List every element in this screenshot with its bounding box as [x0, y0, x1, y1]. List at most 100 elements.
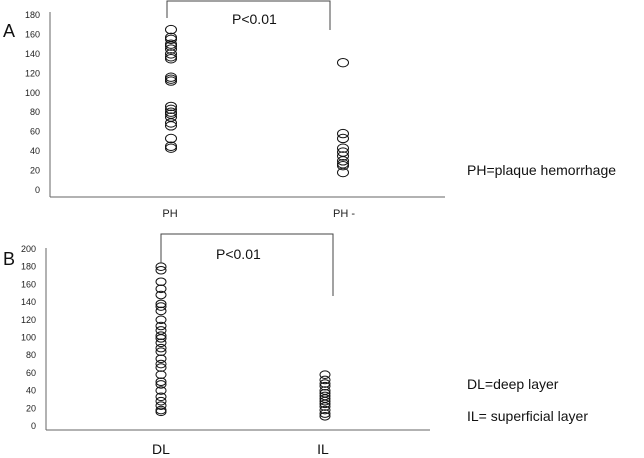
panel-b-data-point	[319, 399, 331, 409]
panel-a-significance-bracket	[166, 0, 331, 30]
panel-a-y-tick-label: 0	[35, 185, 40, 195]
panel-a-data-point	[337, 143, 349, 153]
panel-a-category-label: PH -	[333, 208, 355, 220]
panel-a-data-point	[337, 133, 349, 144]
panel-b-data-point	[319, 370, 331, 379]
panel-b-y-tick-label: 80	[26, 350, 36, 360]
panel-b-y-tick-label: 0	[31, 421, 36, 431]
panel-b-y-tick-label: 20	[26, 403, 36, 413]
panel-b-data-point	[155, 321, 167, 331]
panel-b-y-tick-label: 200	[21, 244, 36, 254]
panel-a-data-point	[165, 34, 177, 45]
panel-b-y-tick-label: 160	[21, 279, 36, 289]
panel-b-data-point	[155, 331, 167, 341]
panel-a-y-tick-label: 80	[30, 107, 40, 117]
panel-b-data-point	[155, 370, 167, 379]
panel-a-data-point	[165, 54, 177, 64]
panel-a-data-point	[337, 167, 349, 178]
panel-a-y-tick-label: 20	[30, 166, 40, 176]
panel-a-y-tick-label: 60	[30, 127, 40, 137]
panel-b-data-point	[155, 338, 167, 348]
panel-b-data-point	[155, 354, 167, 364]
panel-b-data-point	[155, 290, 167, 300]
panel-b-category-label: IL	[317, 441, 329, 457]
panel-b-data-point	[319, 402, 331, 411]
panel-a-data-point	[337, 156, 349, 166]
panel-a-data-point	[165, 101, 177, 112]
panel-a: A 0 20 40 60 80 100 120 140 160 180 P<0.01 PH PH …	[3, 0, 616, 220]
panel-a-data-point	[165, 39, 177, 49]
panel-a-data-point	[165, 52, 177, 62]
panel-b-data-point	[155, 343, 167, 353]
panel-a-data-point	[165, 141, 177, 151]
panel-b-y-tick-label: 140	[21, 297, 36, 307]
panel-a-y-ticks: 0 20 40 60 80 100 120 140 160 180	[25, 10, 40, 195]
panel-a-data-point	[337, 160, 349, 171]
panel-b-data-point	[155, 363, 167, 372]
panel-a-data-point	[165, 118, 177, 128]
panel-a-y-tick-label: 120	[25, 68, 40, 78]
panel-b-data-point	[155, 347, 167, 356]
panel-a-y-tick-label: 160	[25, 29, 40, 39]
panel-b-data-point	[155, 299, 167, 309]
panel-a-data-point	[337, 128, 349, 139]
panel-b-data-point	[155, 380, 167, 389]
panel-b-data-point	[155, 396, 167, 406]
panel-a-p-value: P<0.01	[232, 11, 277, 27]
panel-b-legend-note: DL=deep layer	[467, 376, 559, 392]
panel-b-p-value: P<0.01	[216, 246, 261, 262]
panel-a-points	[165, 24, 349, 178]
panel-b-y-ticks: 0 20 40 60 80 100 120 140 160 180 200	[21, 244, 36, 431]
panel-a-data-point	[165, 44, 177, 54]
panel-b-y-tick-label: 180	[21, 262, 36, 272]
panel-b-data-point	[155, 277, 167, 287]
panel-b-points	[155, 262, 331, 421]
panel-a-data-point	[165, 24, 177, 35]
panel-b-data-point	[319, 411, 331, 421]
panel-a-data-point	[337, 57, 349, 68]
panel-b-data-point	[155, 386, 167, 395]
panel-b-data-point	[155, 315, 167, 325]
panel-b-data-point	[155, 265, 167, 275]
panel-b-data-point	[319, 396, 331, 406]
panel-a-y-tick-label: 140	[25, 49, 40, 59]
panel-b-data-point	[319, 379, 331, 388]
panel-b-data-point	[155, 407, 167, 417]
panel-b-data-point	[155, 377, 167, 387]
panel-b-data-point	[319, 375, 331, 385]
panel-b-data-point	[319, 381, 331, 391]
panel-b-data-point	[319, 405, 331, 415]
panel-a-data-point	[165, 107, 177, 117]
panel-a-data-point	[165, 41, 177, 51]
panel-b-y-tick-label: 120	[21, 315, 36, 325]
panel-a-y-tick-label: 100	[25, 88, 40, 98]
panel-b-y-tick-label: 40	[26, 386, 36, 396]
panel-a-data-point	[165, 133, 177, 144]
panel-a-data-point	[165, 49, 177, 59]
panel-b-data-point	[155, 392, 167, 402]
panel-b-data-point	[155, 284, 167, 294]
panel-a-data-point	[165, 143, 177, 153]
panel-b-label: B	[3, 249, 15, 269]
panel-a-data-point	[165, 104, 177, 115]
panel-b-category-label: DL	[152, 441, 170, 457]
panel-a-data-point	[165, 74, 177, 84]
panel-b-data-point	[155, 401, 167, 410]
panel-b-legend-note: IL= superficial layer	[467, 408, 588, 424]
panel-a-data-point	[165, 121, 177, 131]
panel-a-data-point	[337, 151, 349, 161]
panel-a-data-point	[165, 76, 177, 86]
panel-b-y-tick-label: 60	[26, 368, 36, 378]
panel-b-data-point	[155, 359, 167, 369]
panel-a-y-tick-label: 40	[30, 146, 40, 156]
panel-b-data-point	[155, 302, 167, 311]
panel-a-data-point	[165, 72, 177, 82]
panel-a-legend-note: PH=plaque hemorrhage	[467, 162, 616, 178]
panel-b-data-point	[155, 405, 167, 415]
panel-b-data-point	[155, 306, 167, 316]
panel-a-label: A	[3, 21, 15, 41]
panel-b-significance-bracket	[160, 233, 334, 296]
panel-b-y-tick-label: 100	[21, 333, 36, 343]
